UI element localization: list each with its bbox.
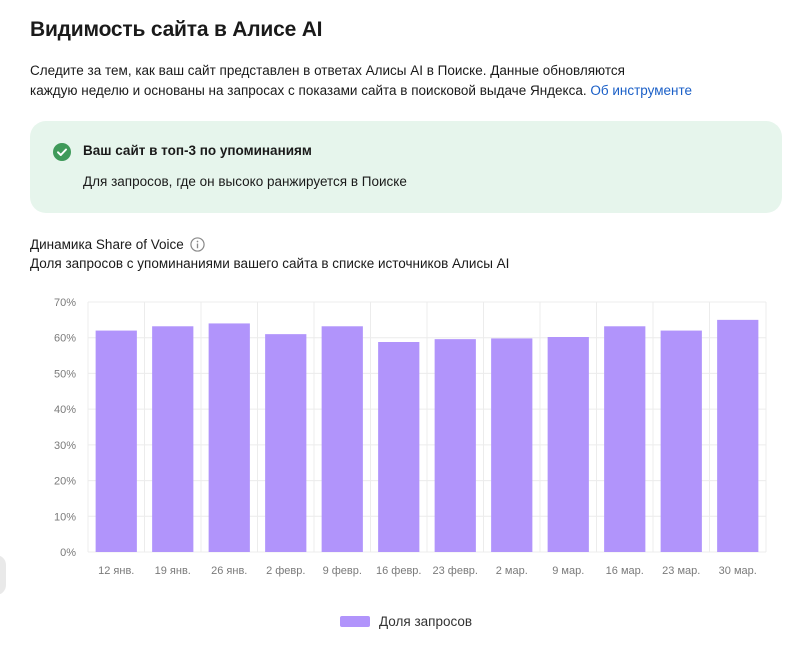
bar[interactable] <box>378 342 420 552</box>
y-tick-label: 40% <box>54 404 76 416</box>
description-line-2: каждую неделю и основаны на запросах с п… <box>30 83 587 98</box>
chart-title: Динамика Share of Voice <box>30 237 205 252</box>
y-tick-label: 60% <box>54 333 76 345</box>
edge-shadow <box>0 555 6 595</box>
legend-label: Доля запросов <box>379 614 473 629</box>
page-description: Следите за тем, как ваш сайт представлен… <box>30 61 730 101</box>
description-line-1: Следите за тем, как ваш сайт представлен… <box>30 63 625 78</box>
chart-legend[interactable]: Доля запросов <box>340 614 472 629</box>
x-tick-label: 9 мар. <box>552 565 584 577</box>
x-tick-label: 2 мар. <box>496 565 528 577</box>
x-axis-labels: 12 янв. 19 янв. 26 янв. 2 февр. 9 февр. 16 фе… <box>98 565 757 577</box>
chart-title-text: Динамика Share of Voice <box>30 237 184 252</box>
x-tick-label: 16 февр. <box>376 565 421 577</box>
y-tick-label: 10% <box>54 511 76 523</box>
y-tick-label: 30% <box>54 440 76 452</box>
chart-subtitle: Доля запросов с упоминаниями вашего сайт… <box>30 256 510 271</box>
banner-subtitle: Для запросов, где он высоко ранжируется … <box>83 174 407 189</box>
page-title: Видимость сайта в Алисе AI <box>30 18 323 41</box>
x-tick-label: 23 февр. <box>433 565 478 577</box>
bar[interactable] <box>208 323 250 552</box>
check-circle-icon <box>53 143 71 161</box>
bar[interactable] <box>717 319 759 552</box>
x-tick-label: 9 февр. <box>323 565 362 577</box>
y-tick-label: 20% <box>54 476 76 488</box>
x-tick-label: 2 февр. <box>266 565 305 577</box>
bar[interactable] <box>265 334 307 552</box>
x-tick-label: 23 мар. <box>662 565 700 577</box>
info-icon[interactable] <box>190 237 205 252</box>
bar[interactable] <box>152 326 194 552</box>
x-tick-label: 16 мар. <box>606 565 644 577</box>
status-banner: Ваш сайт в топ-3 по упоминаниям Для запр… <box>30 121 782 213</box>
y-tick-label: 70% <box>54 297 76 309</box>
x-tick-label: 12 янв. <box>98 565 134 577</box>
chart-bars <box>95 319 759 552</box>
x-tick-label: 26 янв. <box>211 565 247 577</box>
bar[interactable] <box>434 339 476 552</box>
legend-swatch <box>340 616 370 627</box>
bar[interactable] <box>95 330 137 552</box>
y-tick-label: 0% <box>60 547 76 559</box>
chart-grid <box>87 301 767 553</box>
x-tick-label: 19 янв. <box>155 565 191 577</box>
bar[interactable] <box>491 338 533 552</box>
share-of-voice-chart: 0% 10% 20% 30% 40% 50% 60% 70% 12 янв. 19 янв. 26… <box>54 297 767 577</box>
about-tool-link[interactable]: Об инструменте <box>590 83 693 98</box>
bar[interactable] <box>660 330 702 552</box>
bar[interactable] <box>321 326 363 552</box>
x-tick-label: 30 мар. <box>719 565 757 577</box>
bar[interactable] <box>547 337 589 552</box>
banner-title: Ваш сайт в топ-3 по упоминаниям <box>83 143 312 158</box>
bar[interactable] <box>604 326 646 552</box>
y-axis-labels: 0% 10% 20% 30% 40% 50% 60% 70% <box>54 297 76 559</box>
y-tick-label: 50% <box>54 368 76 380</box>
